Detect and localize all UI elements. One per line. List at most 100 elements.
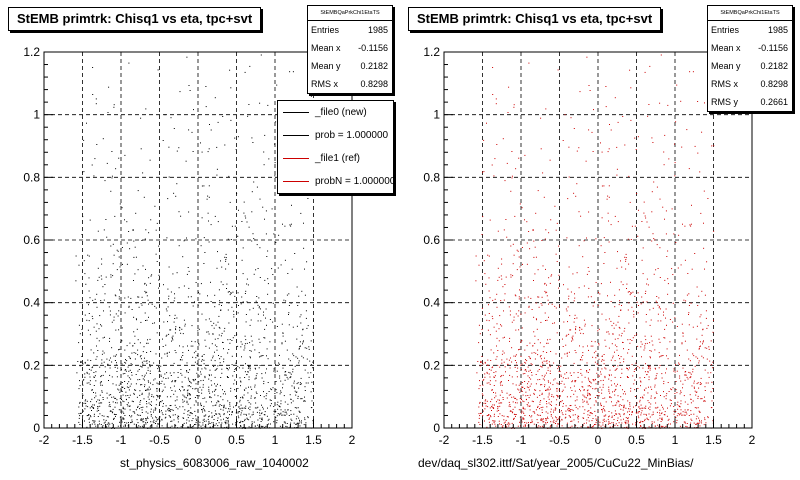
scatter-point bbox=[139, 365, 141, 367]
scatter-point bbox=[186, 237, 187, 239]
scatter-point bbox=[598, 424, 600, 426]
scatter-point bbox=[159, 389, 160, 391]
scatter-point bbox=[539, 379, 541, 380]
right-stats-row-entries: Entries 1985 bbox=[708, 21, 792, 39]
scatter-point bbox=[509, 337, 511, 339]
scatter-point bbox=[527, 383, 528, 385]
scatter-point bbox=[616, 413, 618, 415]
scatter-point bbox=[111, 361, 113, 363]
scatter-point bbox=[88, 368, 90, 370]
scatter-point bbox=[166, 310, 168, 312]
scatter-point bbox=[202, 386, 204, 388]
scatter-point bbox=[89, 415, 91, 417]
scatter-point bbox=[525, 425, 526, 427]
scatter-point bbox=[659, 277, 661, 278]
scatter-point bbox=[157, 423, 159, 425]
scatter-point bbox=[167, 306, 169, 308]
scatter-point bbox=[614, 306, 616, 308]
scatter-point bbox=[80, 412, 82, 414]
scatter-point bbox=[128, 387, 130, 389]
scatter-point bbox=[575, 352, 577, 354]
scatter-point bbox=[208, 220, 209, 222]
scatter-point bbox=[598, 328, 600, 330]
scatter-point bbox=[227, 339, 229, 341]
scatter-point bbox=[246, 414, 247, 416]
scatter-point bbox=[174, 332, 176, 334]
scatter-point bbox=[565, 405, 567, 407]
scatter-point bbox=[220, 309, 222, 311]
scatter-point bbox=[208, 416, 209, 418]
scatter-point bbox=[263, 391, 264, 393]
scatter-point bbox=[638, 417, 640, 419]
scatter-point bbox=[262, 408, 264, 410]
scatter-point bbox=[629, 339, 631, 340]
scatter-point bbox=[545, 390, 546, 391]
scatter-point bbox=[656, 411, 658, 413]
scatter-point bbox=[141, 425, 143, 427]
scatter-point bbox=[563, 284, 564, 286]
scatter-point bbox=[553, 422, 555, 424]
scatter-point bbox=[536, 319, 537, 321]
scatter-point bbox=[648, 426, 650, 428]
scatter-point bbox=[176, 272, 178, 274]
scatter-point bbox=[297, 395, 299, 397]
scatter-point bbox=[128, 377, 130, 379]
scatter-point bbox=[588, 129, 590, 131]
scatter-point bbox=[182, 333, 184, 335]
scatter-point bbox=[141, 366, 143, 368]
scatter-point bbox=[598, 358, 600, 360]
scatter-point bbox=[310, 407, 312, 409]
scatter-point bbox=[528, 305, 530, 307]
scatter-point bbox=[698, 410, 700, 412]
scatter-point bbox=[603, 263, 605, 264]
scatter-point bbox=[226, 426, 228, 428]
scatter-point bbox=[667, 407, 668, 409]
scatter-point bbox=[280, 409, 282, 411]
scatter-point bbox=[305, 317, 307, 319]
scatter-point bbox=[533, 392, 535, 394]
scatter-point bbox=[573, 372, 575, 374]
scatter-point bbox=[534, 335, 536, 337]
scatter-point bbox=[629, 342, 631, 344]
scatter-point bbox=[697, 395, 699, 397]
scatter-point bbox=[145, 411, 147, 413]
x-tick-label: -1 bbox=[516, 433, 527, 447]
scatter-point bbox=[707, 198, 709, 199]
scatter-point bbox=[688, 293, 690, 295]
scatter-point bbox=[545, 268, 546, 270]
scatter-point bbox=[629, 408, 631, 410]
scatter-point bbox=[117, 388, 119, 390]
scatter-point bbox=[168, 333, 170, 335]
scatter-point bbox=[217, 395, 219, 397]
scatter-point bbox=[613, 419, 615, 420]
scatter-point bbox=[697, 397, 699, 399]
y-tick-label: 0 bbox=[433, 421, 440, 435]
scatter-point bbox=[529, 385, 531, 387]
scatter-point bbox=[242, 397, 244, 399]
scatter-point bbox=[276, 392, 278, 394]
scatter-point bbox=[240, 426, 242, 427]
scatter-point bbox=[654, 397, 656, 398]
scatter-point bbox=[493, 326, 495, 328]
scatter-point bbox=[142, 421, 144, 423]
scatter-point bbox=[146, 401, 147, 402]
scatter-point bbox=[600, 142, 601, 144]
scatter-point bbox=[193, 425, 195, 427]
scatter-point bbox=[672, 302, 674, 304]
scatter-point bbox=[614, 97, 616, 99]
scatter-point bbox=[192, 426, 194, 428]
scatter-point bbox=[673, 410, 675, 412]
scatter-point bbox=[495, 103, 497, 105]
scatter-point bbox=[278, 414, 280, 416]
scatter-point bbox=[696, 338, 698, 340]
scatter-point bbox=[237, 415, 239, 417]
scatter-point bbox=[596, 372, 598, 374]
scatter-point bbox=[308, 348, 310, 350]
scatter-point bbox=[609, 423, 611, 424]
scatter-point bbox=[179, 406, 181, 408]
scatter-point bbox=[679, 413, 681, 415]
scatter-point bbox=[587, 403, 589, 405]
scatter-point bbox=[249, 369, 251, 371]
scatter-point bbox=[672, 321, 674, 323]
scatter-point bbox=[539, 356, 541, 358]
